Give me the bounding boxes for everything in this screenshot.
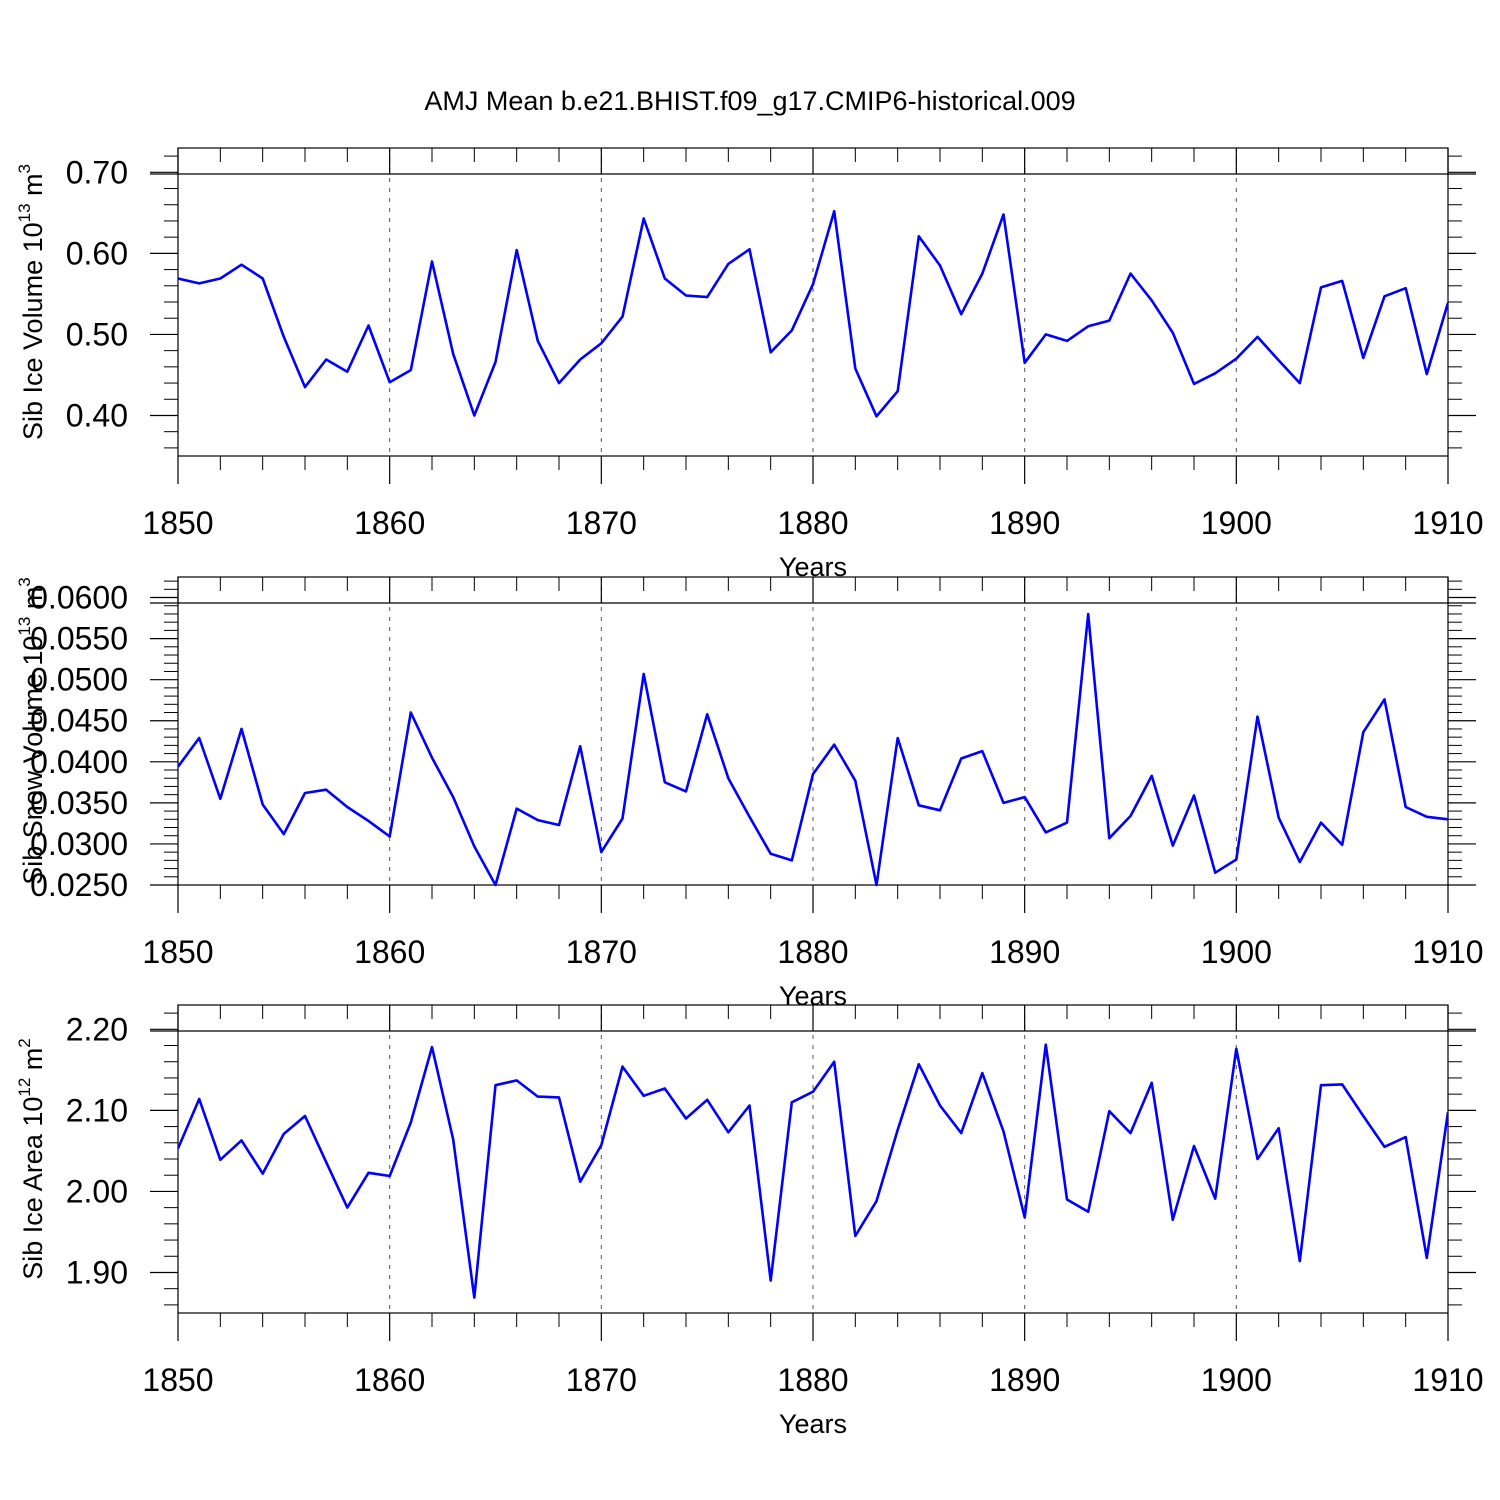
y-label-text: Sib Ice Volume 10 xyxy=(18,222,48,440)
y-tick-label: 0.0600 xyxy=(30,580,128,616)
panel-1: 1850 1860 1870 1880 1890 1900 1910 0.40 0.50 0.60… xyxy=(15,147,1484,582)
y-tick-label: 1.90 xyxy=(66,1254,128,1290)
y-label-text: Sib Ice Area 10 xyxy=(18,1097,48,1280)
y-label-unit-exponent: 3 xyxy=(15,164,34,173)
x-tick-label: 1900 xyxy=(1201,505,1272,541)
x-tick-label: 1880 xyxy=(777,934,848,970)
y-tick-label: 0.0450 xyxy=(30,703,128,739)
y-tick-label: 0.0300 xyxy=(30,826,128,862)
x-tick-label: 1900 xyxy=(1201,934,1272,970)
x-tick-label: 1860 xyxy=(354,1362,425,1398)
x-tick-label: 1910 xyxy=(1412,934,1483,970)
panels: 1850 1860 1870 1880 1890 1900 1910 0.40 0.50 0.60… xyxy=(15,147,1484,1439)
panel-3: 1850 1860 1870 1880 1890 1900 1910 1.90 2.00 2.10… xyxy=(15,1004,1484,1439)
x-tick-label: 1850 xyxy=(142,505,213,541)
x-tick-label: 1890 xyxy=(989,1362,1060,1398)
y-tick-label: 0.60 xyxy=(66,235,128,271)
figure-title: AMJ Mean b.e21.BHIST.f09_g17.CMIP6-histo… xyxy=(424,86,1075,116)
panel-2: 1850 1860 1870 1880 1890 1900 1910 0.0250 0.0300… xyxy=(15,576,1484,1011)
x-tick-label: 1910 xyxy=(1412,505,1483,541)
y-axis-label: Sib Ice Area 1012 m2 xyxy=(15,1038,48,1280)
y-tick-label: 0.0550 xyxy=(30,621,128,657)
series-line xyxy=(178,1043,1448,1299)
y-tick-label: 0.70 xyxy=(66,154,128,190)
x-tick-label: 1870 xyxy=(566,505,637,541)
x-tick-label: 1900 xyxy=(1201,1362,1272,1398)
y-label-unit: m xyxy=(18,587,48,617)
y-tick-label: 0.0350 xyxy=(30,785,128,821)
x-tick-label: 1910 xyxy=(1412,1362,1483,1398)
x-tick-label: 1870 xyxy=(566,934,637,970)
x-tick-label: 1870 xyxy=(566,1362,637,1398)
y-label-unit-exponent: 2 xyxy=(15,1038,34,1047)
y-label-exponent: 12 xyxy=(15,1078,34,1097)
y-label-unit-exponent: 3 xyxy=(15,577,34,586)
y-tick-label: 2.00 xyxy=(66,1173,128,1209)
x-axis-label: Years xyxy=(779,1409,847,1439)
y-label-exponent: 13 xyxy=(15,617,34,636)
x-tick-label: 1850 xyxy=(142,1362,213,1398)
y-tick-label: 0.50 xyxy=(66,316,128,352)
y-tick-label: 0.0400 xyxy=(30,744,128,780)
x-tick-label: 1880 xyxy=(777,505,848,541)
y-label-unit: m xyxy=(18,1048,48,1078)
x-tick-label: 1850 xyxy=(142,934,213,970)
x-tick-label: 1890 xyxy=(989,934,1060,970)
x-tick-label: 1860 xyxy=(354,505,425,541)
y-axis-label: Sib Ice Volume 1013 m3 xyxy=(15,164,48,440)
y-tick-label: 0.0250 xyxy=(30,867,128,903)
y-tick-label: 2.20 xyxy=(66,1011,128,1047)
y-label-unit: m xyxy=(18,173,48,203)
y-label-text: Sib Snow Volume 10 xyxy=(18,636,48,885)
x-tick-label: 1890 xyxy=(989,505,1060,541)
x-tick-label: 1880 xyxy=(777,1362,848,1398)
y-label-exponent: 13 xyxy=(15,203,34,222)
x-tick-label: 1860 xyxy=(354,934,425,970)
y-tick-label: 2.10 xyxy=(66,1092,128,1128)
y-tick-label: 0.0500 xyxy=(30,662,128,698)
y-tick-label: 0.40 xyxy=(66,397,128,433)
y-axis-label: Sib Snow Volume 1013 m3 xyxy=(15,577,48,885)
